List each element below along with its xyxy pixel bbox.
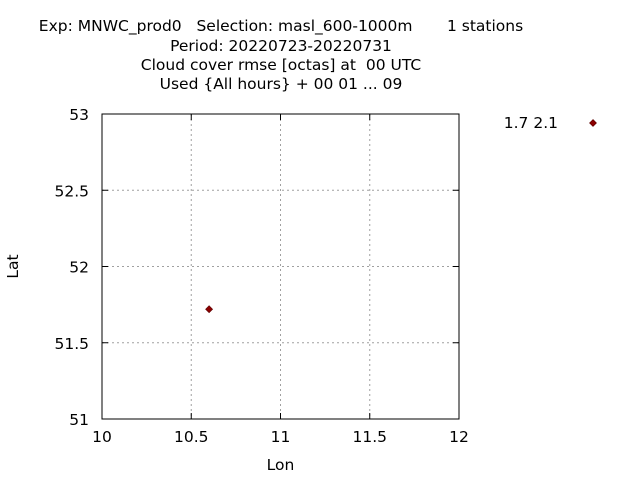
- axis-ticks: [101, 113, 460, 420]
- legend-marker: [589, 119, 597, 127]
- x-tick-labels: 10 10.5 11 11.5 12: [92, 428, 469, 446]
- title-line-1: Exp: MNWC_prod0 Selection: masl_600-1000…: [38, 17, 524, 35]
- title-line-3: Cloud cover rmse [octas] at 00 UTC: [140, 56, 422, 74]
- y-axis-label: Lat: [4, 254, 22, 278]
- legend-label: 1.7 2.1: [504, 114, 558, 132]
- x-tick-label: 12: [449, 428, 469, 446]
- x-tick-label: 10.5: [174, 428, 209, 446]
- data-point: [205, 305, 214, 314]
- y-tick-labels: 51 51.5 52 52.5 53: [54, 106, 89, 429]
- x-tick-label: 10: [92, 428, 112, 446]
- title-line-4: Used {All hours} + 00 01 ... 09: [159, 75, 403, 93]
- y-tick-label: 53: [69, 106, 89, 124]
- grid: [102, 114, 459, 419]
- y-tick-label: 52.5: [54, 182, 89, 200]
- x-tick-label: 11.5: [352, 428, 387, 446]
- title-line-2: Period: 20220723-20220731: [170, 37, 392, 55]
- data-points: [205, 305, 214, 314]
- y-tick-label: 51.5: [54, 335, 89, 353]
- x-tick-label: 11: [271, 428, 291, 446]
- y-tick-label: 51: [69, 411, 89, 429]
- y-tick-label: 52: [69, 259, 89, 277]
- x-axis-label: Lon: [267, 456, 295, 474]
